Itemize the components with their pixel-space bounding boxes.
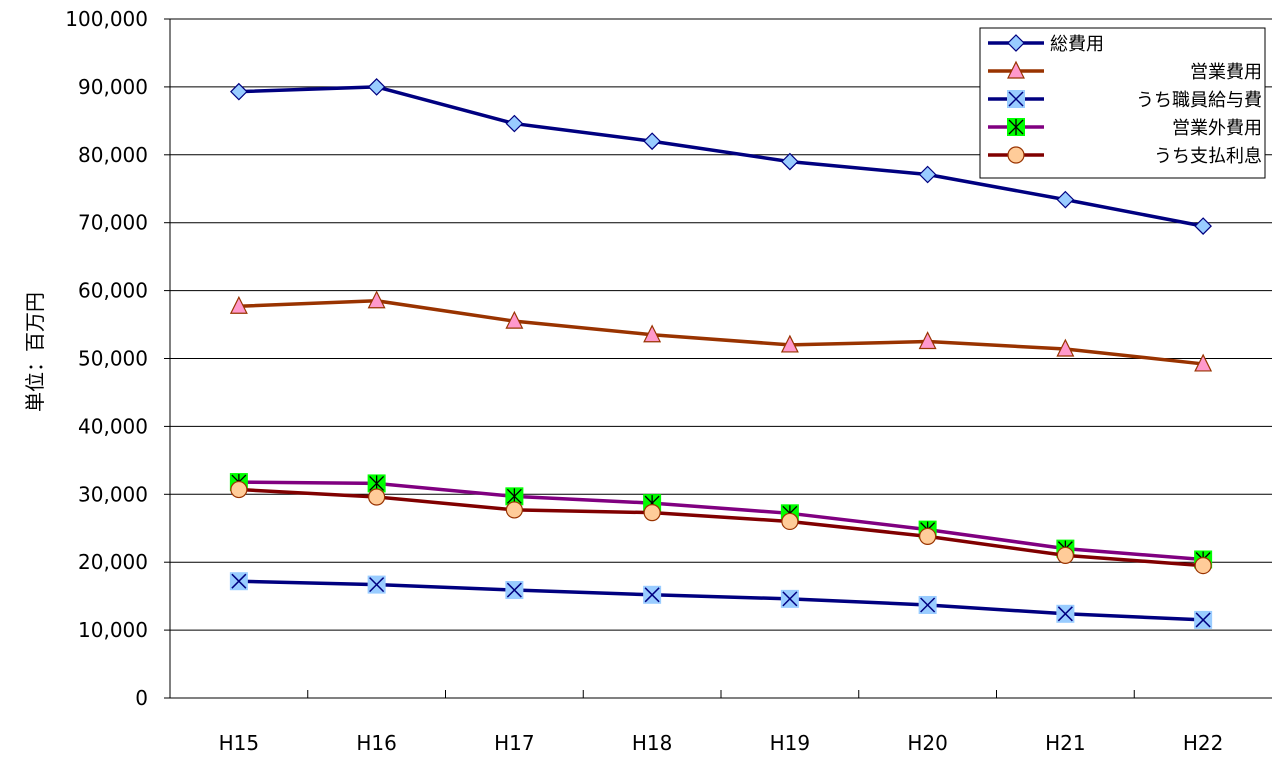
axes [164,18,1272,699]
y-tick-label: 90,000 [78,75,148,99]
y-axis-title: 単位：百万円 [23,292,47,412]
x-tick-label: H18 [632,731,673,755]
legend-label: 営業外費用 [1172,118,1262,139]
series-2 [229,572,1213,629]
data-point [918,165,937,184]
data-point [780,334,799,353]
data-point [1194,353,1213,372]
legend-item: うち職員給与費 [988,90,1262,111]
data-point [505,114,524,133]
data-point [367,474,386,493]
data-point [229,295,248,314]
series-line [238,299,1204,366]
y-tick-label: 70,000 [78,211,148,235]
data-point [643,324,662,343]
marker-cross [782,591,798,607]
y-tick-labels: 0 10,000 20,000 30,000 40,000 50,000 60,000 70,… [65,7,148,710]
y-tick-label: 10,000 [78,618,148,642]
data-point [918,331,937,350]
legend-item: うち支払利息 [988,146,1262,167]
legend-item: 営業費用 [988,60,1262,83]
series-line [238,579,1204,622]
legend-label: 総費用 [1050,34,1104,55]
data-point [230,480,248,499]
legend-label: うち職員給与費 [1136,90,1262,111]
series-line [238,487,1204,568]
legend-marker [1007,118,1025,136]
x-tick-labels: H15 H16 H17 H18 H19 H20 H21 H22 [219,731,1224,755]
data-point [368,488,386,506]
marker-cross [1008,91,1024,107]
data-point [643,585,662,604]
y-tick-label: 60,000 [78,279,148,303]
data-point [1056,546,1074,565]
legend-item: 総費用 [988,34,1104,55]
data-point [1056,604,1075,623]
data-point [781,152,799,171]
series-1 [229,290,1213,372]
data-point [1194,556,1212,575]
x-tick-label: H22 [1183,731,1224,755]
data-point [505,501,523,519]
series-lines [229,78,1213,629]
x-tick-label: H21 [1045,731,1086,755]
marker-cross [506,582,522,598]
data-point [505,487,524,506]
y-tick-label: 30,000 [78,482,148,506]
legend-label: 営業費用 [1190,62,1262,83]
y-tick-label: 100,000 [65,7,148,31]
y-tick-label: 80,000 [78,143,148,167]
y-tick-label: 0 [135,686,148,710]
data-point [229,572,248,591]
legend-box [979,27,1266,179]
series-0 [230,78,1212,235]
y-tick-label: 20,000 [78,550,148,574]
x-tick-label: H17 [494,731,535,755]
legend-marker [1007,34,1025,52]
y-tick-label: 50,000 [78,347,148,371]
x-tick-label: H16 [356,731,397,755]
marker-cross [1057,606,1073,622]
data-point [918,595,937,614]
data-point [505,581,524,600]
legend-marker [1007,90,1025,108]
data-point [1194,217,1212,235]
series-line [238,480,1204,562]
data-point [505,310,524,329]
marker-cross [644,587,660,603]
data-point [780,589,799,608]
data-point [230,82,248,101]
data-point [643,504,661,522]
legend-item: 営業外費用 [988,118,1262,139]
marker-cross [369,577,385,593]
marker-cross [231,573,247,589]
x-tick-label: H19 [770,731,811,755]
series-4 [230,480,1212,575]
series-line [238,85,1204,228]
data-point [367,575,386,594]
x-tick-label: H15 [219,731,260,755]
data-point [643,132,661,151]
marker-cross [920,597,936,613]
x-tick-label: H20 [907,731,948,755]
marker-cross [1195,612,1211,628]
data-point [367,290,386,309]
data-point [1056,338,1075,357]
data-point [1056,190,1075,209]
legend-marker [1007,60,1025,79]
data-point [781,512,799,531]
data-point [1194,610,1213,629]
data-point [367,78,386,96]
legend-label: うち支払利息 [1154,146,1262,167]
data-point [919,527,937,545]
y-tick-label: 40,000 [78,414,148,438]
legend-marker [1007,146,1025,164]
